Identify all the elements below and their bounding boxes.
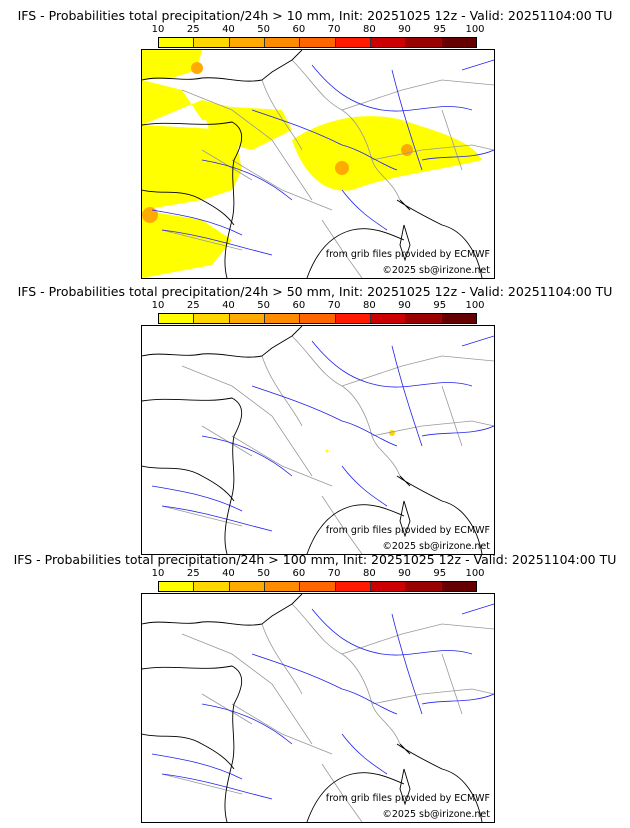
borders xyxy=(161,603,494,822)
forecast-panel-2: IFS - Probabilities total precipitation/… xyxy=(0,280,630,555)
colorbar-tick: 60 xyxy=(292,24,306,35)
colorbar-swatch xyxy=(335,38,371,47)
colorbar-tick: 25 xyxy=(186,24,200,35)
colorbar xyxy=(158,37,477,48)
colorbar-swatch xyxy=(194,38,230,47)
probability-map: from grib files provided by ECMWF ©2025 … xyxy=(141,49,495,279)
colorbar-swatch xyxy=(406,314,442,323)
map-canvas xyxy=(142,50,494,278)
colorbar-tick: 60 xyxy=(292,300,306,311)
probability-area-high xyxy=(142,62,413,223)
panel-title: IFS - Probabilities total precipitation/… xyxy=(17,284,613,299)
colorbar-swatch xyxy=(370,582,407,591)
colorbar-swatch xyxy=(194,314,230,323)
source-credit: from grib files provided by ECMWF xyxy=(325,249,490,260)
rivers xyxy=(151,603,494,800)
colorbar-swatch xyxy=(441,38,476,47)
colorbar-tick: 10 xyxy=(151,24,165,35)
colorbar-tick: 60 xyxy=(292,568,306,579)
colorbar xyxy=(158,313,477,324)
map-canvas xyxy=(142,594,494,822)
source-credit: from grib files provided by ECMWF xyxy=(325,793,490,804)
probability-area xyxy=(142,50,482,278)
map-canvas xyxy=(142,326,494,554)
colorbar-swatch xyxy=(159,582,195,591)
copyright-credit: ©2025 sb@irizone.net xyxy=(382,265,490,276)
colorbar-tick: 90 xyxy=(398,300,411,311)
colorbar-swatch xyxy=(406,38,442,47)
colorbar-labels: 10 25 40 50 60 70 80 90 95 100 xyxy=(150,24,490,36)
panel-title: IFS - Probabilities total precipitation/… xyxy=(17,8,613,23)
colorbar-tick: 100 xyxy=(465,300,485,311)
colorbar-swatch xyxy=(264,582,301,591)
colorbar-swatch xyxy=(264,314,301,323)
colorbar-tick: 10 xyxy=(151,568,165,579)
colorbar-tick: 80 xyxy=(362,24,376,35)
coastline xyxy=(142,326,483,554)
colorbar-swatch xyxy=(194,582,230,591)
rivers xyxy=(151,335,494,532)
panel-title: IFS - Probabilities total precipitation/… xyxy=(13,552,617,567)
colorbar-labels: 10 25 40 50 60 70 80 90 95 100 xyxy=(150,300,490,312)
forecast-panel-1: IFS - Probabilities total precipitation/… xyxy=(0,4,630,279)
colorbar-tick: 25 xyxy=(186,568,200,579)
colorbar-tick: 90 xyxy=(398,24,411,35)
probability-map: from grib files provided by ECMWF ©2025 … xyxy=(141,325,495,555)
colorbar-swatch xyxy=(159,314,195,323)
colorbar-swatch xyxy=(441,314,476,323)
source-credit: from grib files provided by ECMWF xyxy=(325,525,490,536)
colorbar-tick: 80 xyxy=(362,568,376,579)
colorbar-swatch xyxy=(229,582,265,591)
colorbar-tick: 95 xyxy=(433,24,447,35)
colorbar-tick: 70 xyxy=(327,568,341,579)
colorbar-tick: 95 xyxy=(433,568,447,579)
colorbar-swatch xyxy=(300,38,336,47)
colorbar-tick: 70 xyxy=(327,300,341,311)
colorbar-tick: 50 xyxy=(257,300,271,311)
colorbar-tick: 100 xyxy=(465,24,485,35)
colorbar-tick: 50 xyxy=(257,568,271,579)
colorbar-swatch xyxy=(370,314,407,323)
colorbar-labels: 10 25 40 50 60 70 80 90 95 100 xyxy=(150,568,490,580)
colorbar xyxy=(158,581,477,592)
colorbar-tick: 100 xyxy=(465,568,485,579)
probability-area xyxy=(389,430,395,436)
probability-map: from grib files provided by ECMWF ©2025 … xyxy=(141,593,495,823)
colorbar-swatch xyxy=(441,582,476,591)
coastline xyxy=(142,50,483,278)
colorbar-tick: 95 xyxy=(433,300,447,311)
copyright-credit: ©2025 sb@irizone.net xyxy=(382,809,490,820)
colorbar-swatch xyxy=(229,314,265,323)
borders xyxy=(161,335,494,554)
colorbar-tick: 40 xyxy=(222,568,235,579)
coastline xyxy=(142,594,483,822)
colorbar-tick: 40 xyxy=(222,300,235,311)
colorbar-swatch xyxy=(159,38,195,47)
colorbar-tick: 80 xyxy=(362,300,376,311)
colorbar-tick: 70 xyxy=(327,24,341,35)
colorbar-swatch xyxy=(300,314,336,323)
colorbar-swatch xyxy=(406,582,442,591)
colorbar-tick: 90 xyxy=(398,568,411,579)
colorbar-swatch xyxy=(370,38,407,47)
colorbar-swatch xyxy=(264,38,301,47)
rivers xyxy=(151,59,494,256)
colorbar-swatch xyxy=(229,38,265,47)
colorbar-tick: 25 xyxy=(186,300,200,311)
colorbar-swatch xyxy=(300,582,336,591)
forecast-panel-3: IFS - Probabilities total precipitation/… xyxy=(0,548,630,823)
colorbar-tick: 10 xyxy=(151,300,165,311)
copyright-credit: ©2025 sb@irizone.net xyxy=(382,541,490,552)
borders xyxy=(161,59,494,278)
colorbar-swatch xyxy=(335,582,371,591)
colorbar-swatch xyxy=(335,314,371,323)
colorbar-tick: 50 xyxy=(257,24,271,35)
colorbar-tick: 40 xyxy=(222,24,235,35)
